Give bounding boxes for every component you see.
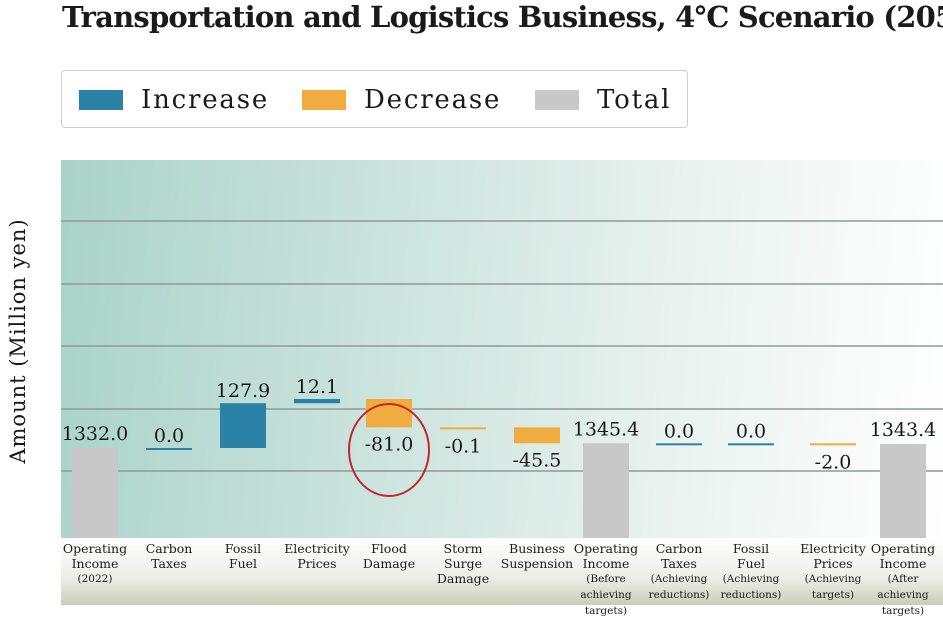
x-tick-line-3-1: Prices <box>297 556 337 571</box>
legend-item-decrease: Decrease <box>302 71 501 129</box>
waterfall-chart: 1332.0 0.0 127.9 12.1 -81.0 -0.1 -45.5 1345.4 0.… <box>61 220 943 538</box>
value-label-3: 12.1 <box>296 376 338 398</box>
x-tick-label-4: Flood Damage <box>352 541 426 571</box>
x-tick-note-10-0: (Achieving <box>804 573 862 585</box>
x-tick-label-7: Operating Income (Before achieving targets) <box>569 541 643 619</box>
x-tick-note-9-0: (Achieving <box>722 573 780 585</box>
increase-bar-8 <box>656 443 702 446</box>
x-tick-line-8-0: Carbon <box>655 541 703 556</box>
increase-bar-3 <box>294 399 340 404</box>
x-tick-line-1-1: Taxes <box>151 556 187 571</box>
x-tick-line-10-1: Prices <box>813 556 853 571</box>
x-tick-line-5-2: Damage <box>436 571 490 586</box>
value-label-8: 0.0 <box>664 420 694 442</box>
increase-bar-1 <box>146 448 192 450</box>
chart-title: Transportation and Logistics Business, 4… <box>62 0 943 34</box>
x-tick-label-8: Carbon Taxes (Achieving reductions) <box>642 541 716 603</box>
x-tick-line-11-1: Income <box>879 556 927 571</box>
legend-label-decrease: Decrease <box>364 85 502 115</box>
x-tick-label-9: Fossil Fuel (Achieving reductions) <box>714 541 788 603</box>
x-tick-line-4-0: Flood <box>371 541 407 556</box>
value-label-2: 127.9 <box>216 380 270 402</box>
x-tick-note-11-1: targets) <box>881 605 925 617</box>
x-tick-note-8-0: (Achieving <box>650 573 708 585</box>
x-tick-line-0-0: Operating <box>62 541 128 556</box>
x-tick-note-0-0: (2022) <box>77 573 113 585</box>
total-bar-11 <box>880 444 926 538</box>
legend-swatch-total <box>535 90 579 110</box>
x-tick-label-6: Business Suspension <box>500 541 574 571</box>
legend-item-total: Total <box>535 71 671 129</box>
x-tick-line-2-0: Fossil <box>224 541 262 556</box>
decrease-bar-5 <box>440 427 486 430</box>
x-tick-line-0-1: Income <box>71 556 119 571</box>
x-tick-label-11: Operating Income (After achieving targets) <box>866 541 940 619</box>
legend-swatch-decrease <box>302 90 346 110</box>
increase-bar-9 <box>728 443 774 446</box>
x-axis-band <box>61 538 943 605</box>
x-tick-note-7-0: (Before achieving <box>580 573 632 601</box>
x-tick-line-5-0: Storm <box>443 541 483 556</box>
x-tick-label-1: Carbon Taxes <box>132 541 206 571</box>
x-tick-line-9-0: Fossil <box>732 541 770 556</box>
x-tick-label-0: Operating Income (2022) <box>58 541 132 587</box>
value-label-11: 1343.4 <box>870 419 936 441</box>
x-tick-note-9-1: reductions) <box>720 589 782 601</box>
legend-label-total: Total <box>597 85 672 115</box>
value-label-6: -45.5 <box>513 449 562 471</box>
x-tick-line-10-0: Electricity <box>800 541 866 556</box>
value-label-9: 0.0 <box>736 420 766 442</box>
x-tick-label-5: Storm Surge Damage <box>426 541 500 586</box>
highlight-circle <box>348 403 430 497</box>
x-tick-note-7-1: targets) <box>584 605 628 617</box>
legend-item-increase: Increase <box>79 71 269 129</box>
value-label-5: -0.1 <box>445 435 482 457</box>
x-tick-line-7-1: Income <box>582 556 630 571</box>
x-tick-line-4-1: Damage <box>362 556 416 571</box>
plot-area <box>61 160 943 605</box>
legend: Increase Decrease Total <box>61 70 688 128</box>
legend-swatch-increase <box>79 90 123 110</box>
x-tick-line-9-1: Fuel <box>736 556 766 571</box>
value-label-4: -81.0 <box>365 433 414 455</box>
x-tick-line-2-1: Fuel <box>228 556 258 571</box>
total-bar-7 <box>583 443 629 538</box>
x-tick-note-11-0: (After achieving <box>877 573 929 601</box>
x-tick-line-8-1: Taxes <box>661 556 697 571</box>
x-tick-line-6-0: Business <box>509 541 565 556</box>
x-tick-label-2: Fossil Fuel <box>206 541 280 571</box>
increase-bar-2 <box>220 403 266 448</box>
legend-label-increase: Increase <box>141 85 270 115</box>
x-tick-line-7-0: Operating <box>573 541 639 556</box>
decrease-bar-6 <box>514 427 560 444</box>
x-tick-line-11-0: Operating <box>870 541 936 556</box>
x-tick-line-3-0: Electricity <box>284 541 350 556</box>
value-label-1: 0.0 <box>154 425 184 447</box>
value-label-7: 1345.4 <box>573 418 639 440</box>
x-tick-line-6-1: Suspension <box>500 556 574 571</box>
x-tick-label-3: Electricity Prices <box>280 541 354 571</box>
value-label-0: 1332.0 <box>62 423 128 445</box>
decrease-bar-10 <box>810 443 856 446</box>
x-tick-line-1-0: Carbon <box>145 541 193 556</box>
total-bar-0 <box>72 448 118 538</box>
x-tick-line-5-1: Surge <box>444 556 482 571</box>
x-tick-note-8-1: reductions) <box>648 589 710 601</box>
x-tick-note-10-1: targets) <box>811 589 855 601</box>
value-label-10: -2.0 <box>815 451 852 473</box>
x-tick-label-10: Electricity Prices (Achieving targets) <box>796 541 870 603</box>
